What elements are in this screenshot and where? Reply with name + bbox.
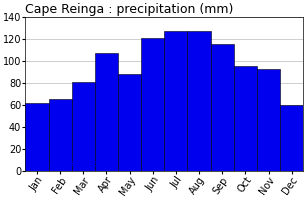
Bar (49, 99, 72, 171)
Bar (257, 69, 280, 171)
Text: www.allmetsat.com: www.allmetsat.com (28, 159, 110, 168)
Bar (188, 31, 211, 171)
Bar (95, 53, 118, 171)
Bar (25, 103, 49, 171)
Bar (211, 44, 234, 171)
Bar (118, 74, 141, 171)
Bar (164, 31, 188, 171)
Bar (234, 66, 257, 171)
Bar (72, 82, 95, 171)
Text: Cape Reinga : precipitation (mm): Cape Reinga : precipitation (mm) (25, 3, 234, 16)
Bar (141, 38, 164, 171)
Bar (280, 105, 303, 171)
